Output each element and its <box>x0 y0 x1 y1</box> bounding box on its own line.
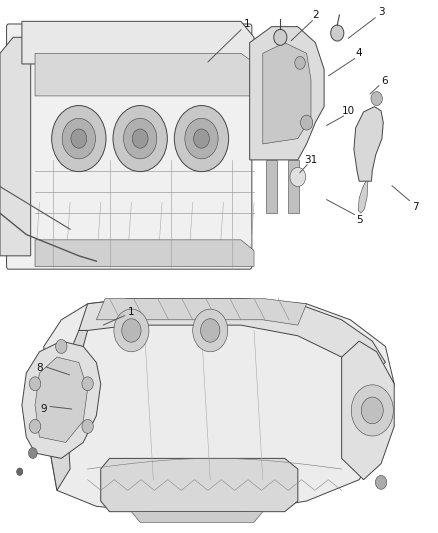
Text: 9: 9 <box>40 404 47 414</box>
Polygon shape <box>22 21 254 64</box>
Circle shape <box>71 129 87 148</box>
Polygon shape <box>35 240 254 266</box>
Circle shape <box>82 377 93 391</box>
Text: 1: 1 <box>128 307 135 317</box>
Circle shape <box>331 25 344 41</box>
Polygon shape <box>354 107 383 181</box>
Text: 3: 3 <box>378 7 385 17</box>
Text: 8: 8 <box>36 363 43 373</box>
Polygon shape <box>266 160 277 213</box>
Circle shape <box>185 118 218 159</box>
Polygon shape <box>288 160 299 213</box>
Circle shape <box>132 129 148 148</box>
Circle shape <box>290 167 306 187</box>
Circle shape <box>28 448 37 458</box>
Text: 10: 10 <box>342 106 355 116</box>
Text: 4: 4 <box>356 49 363 58</box>
Circle shape <box>201 319 220 342</box>
Circle shape <box>124 118 157 159</box>
Circle shape <box>29 419 41 433</box>
Circle shape <box>82 419 93 433</box>
Circle shape <box>375 475 387 489</box>
Text: 7: 7 <box>412 202 419 212</box>
Circle shape <box>114 309 149 352</box>
Circle shape <box>351 385 393 436</box>
Circle shape <box>56 340 67 353</box>
Circle shape <box>62 118 95 159</box>
Polygon shape <box>96 298 307 325</box>
Circle shape <box>295 56 305 69</box>
Circle shape <box>274 29 287 45</box>
Circle shape <box>17 468 23 475</box>
Polygon shape <box>342 341 394 480</box>
Polygon shape <box>35 53 263 96</box>
Text: 31: 31 <box>304 155 318 165</box>
Circle shape <box>174 106 229 172</box>
Circle shape <box>113 106 167 172</box>
Circle shape <box>122 319 141 342</box>
Polygon shape <box>358 181 368 213</box>
Circle shape <box>361 397 383 424</box>
Polygon shape <box>44 330 88 490</box>
Polygon shape <box>35 357 88 442</box>
Circle shape <box>29 377 41 391</box>
Polygon shape <box>0 37 31 256</box>
Polygon shape <box>79 298 385 373</box>
Circle shape <box>300 115 313 130</box>
Polygon shape <box>101 458 298 512</box>
FancyBboxPatch shape <box>7 24 252 269</box>
Text: 5: 5 <box>356 215 363 224</box>
Polygon shape <box>131 512 263 522</box>
Text: 6: 6 <box>381 76 388 86</box>
Polygon shape <box>44 298 394 512</box>
Polygon shape <box>250 27 324 160</box>
Polygon shape <box>22 341 101 458</box>
Circle shape <box>194 129 209 148</box>
Circle shape <box>371 92 382 106</box>
Text: 1: 1 <box>244 19 251 29</box>
Circle shape <box>52 106 106 172</box>
Circle shape <box>193 309 228 352</box>
Polygon shape <box>263 43 311 144</box>
Text: 2: 2 <box>312 10 319 20</box>
